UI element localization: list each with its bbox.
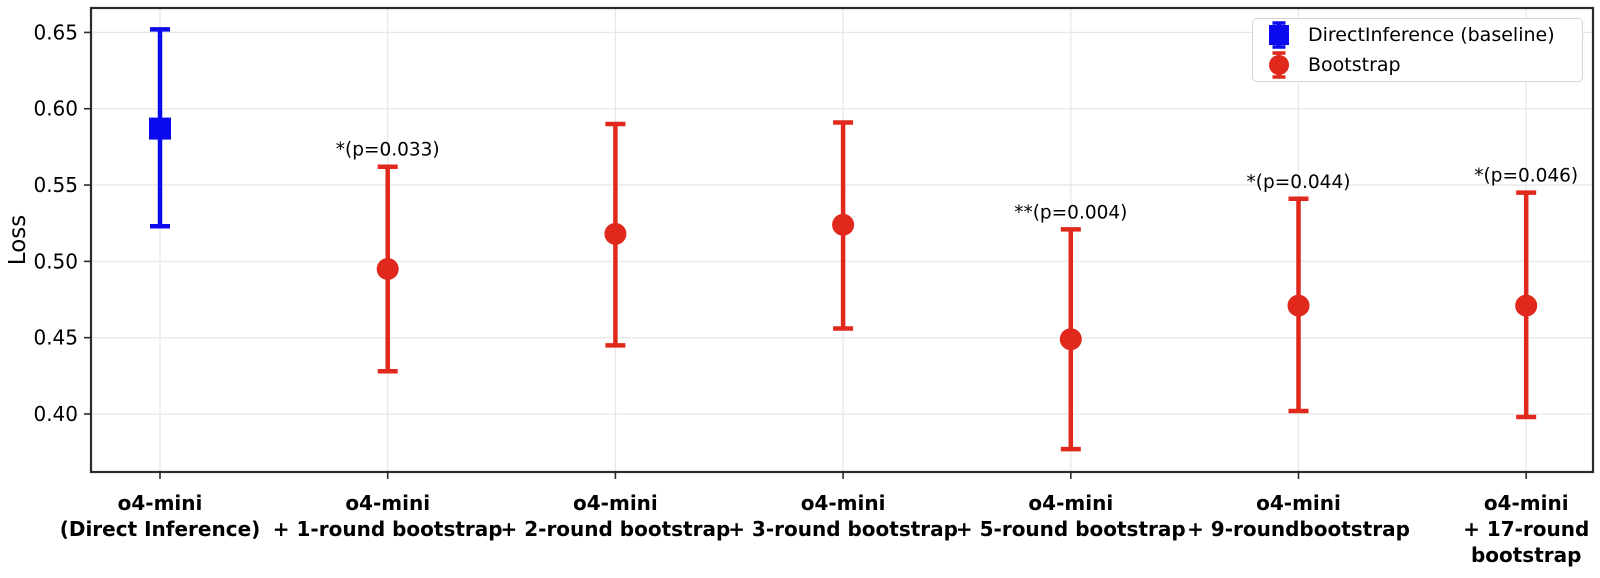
y-tick-label: 0.50 (33, 249, 78, 273)
errorbar-bootstrap: *(p=0.046) (1474, 166, 1578, 420)
errorbar-bootstrap: *(p=0.033) (336, 140, 440, 374)
y-tick-label: 0.45 (33, 326, 78, 350)
errorbar-bootstrap: *(p=0.044) (1247, 172, 1351, 414)
significance-annotation: *(p=0.046) (1474, 166, 1578, 187)
errorbar-bootstrap (604, 121, 627, 348)
x-category-label: o4-mini (Direct Inference) (60, 491, 261, 541)
bootstrap-circle-marker (832, 213, 855, 236)
bootstrap-circle-marker (1059, 328, 1082, 351)
errorbar-bootstrap (832, 120, 855, 331)
y-tick-label: 0.60 (33, 97, 78, 121)
bootstrap-errorbar-marker-icon (1266, 50, 1292, 80)
significance-annotation: *(p=0.044) (1247, 172, 1351, 193)
baseline-square-marker (149, 117, 171, 140)
bootstrap-circle-marker (1287, 294, 1310, 317)
y-tick-label: 0.55 (33, 173, 78, 197)
legend: DirectInference (baseline) Bootstrap (1252, 18, 1583, 82)
bootstrap-circle-marker (1515, 294, 1538, 317)
y-tick-label: 0.40 (33, 402, 78, 426)
x-category-label: o4-mini + 17-round bootstrap (1463, 491, 1589, 567)
x-category-label: o4-mini + 3-round bootstrap (728, 491, 958, 541)
bootstrap-circle-marker (604, 222, 627, 245)
plot-frame (89, 6, 1595, 474)
x-category-label: o4-mini + 2-round bootstrap (501, 491, 731, 541)
x-category-label: o4-mini + 9-roundbootstrap (1187, 491, 1410, 541)
significance-annotation: **(p=0.004) (1014, 202, 1127, 223)
square-legend-glyph (1269, 21, 1289, 49)
y-tick-label: 0.65 (33, 20, 78, 44)
y-axis-label: Loss (5, 215, 31, 265)
legend-label-bootstrap: Bootstrap (1308, 54, 1401, 76)
errorbar-baseline (149, 27, 171, 229)
significance-annotation: *(p=0.033) (336, 140, 440, 161)
circle-legend-glyph (1269, 51, 1289, 79)
x-category-label: o4-mini + 1-round bootstrap (273, 491, 503, 541)
errorbar-bootstrap: **(p=0.004) (1014, 202, 1127, 452)
legend-label-direct-inference: DirectInference (baseline) (1308, 24, 1555, 46)
legend-item-bootstrap: Bootstrap (1266, 50, 1582, 80)
bootstrap-circle-marker (376, 258, 399, 280)
x-category-label: o4-mini + 5-round bootstrap (956, 491, 1186, 541)
baseline-errorbar-marker-icon (1266, 20, 1292, 50)
legend-item-direct-inference: DirectInference (baseline) (1266, 20, 1582, 50)
